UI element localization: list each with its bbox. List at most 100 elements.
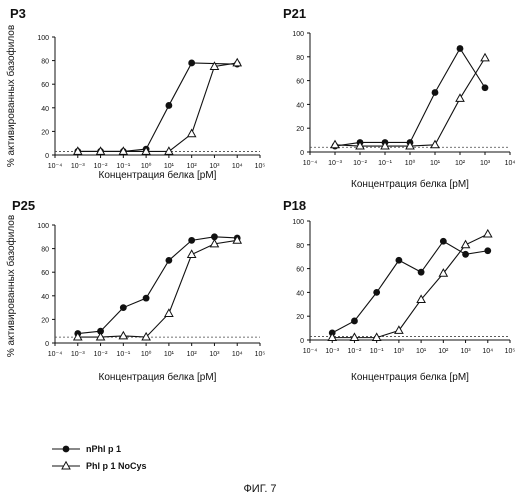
x-tick-label: 10⁴ [482,348,493,355]
y-tick-label: 100 [292,31,304,38]
y-tick-label: 40 [41,106,49,113]
x-tick-label: 10⁵ [255,163,266,170]
x-axis-label: Концентрация белка [pM] [351,371,469,383]
y-tick-label: 0 [300,338,304,345]
x-tick-label: 10³ [209,351,220,358]
y-tick-label: 60 [296,79,304,86]
data-point-nphl-p1 [188,60,195,67]
y-tick-label: 40 [41,294,49,301]
x-tick-label: 10⁰ [141,162,152,170]
x-tick-label: 10¹ [164,163,175,170]
data-point-phl-p1-nocys [462,241,470,248]
y-tick-label: 40 [296,102,304,109]
y-axis-label: % активированных базофилов [5,215,17,357]
x-tick-label: 10⁵ [255,351,266,358]
series-line-phl-p1-nocys [78,63,237,152]
chart-panel-P18: P1802040608010010⁻⁴10⁻³10⁻²10⁻¹10⁰10¹10²… [283,198,515,383]
x-tick-label: 10⁻⁴ [303,348,318,355]
x-tick-label: 10³ [460,348,471,355]
x-tick-label: 10⁴ [232,163,243,170]
data-point-nphl-p1 [462,251,469,258]
panel-title: P25 [12,198,35,213]
x-tick-label: 10² [455,160,466,167]
data-point-phl-p1-nocys [119,332,127,339]
y-tick-label: 80 [296,55,304,62]
x-tick-label: 10⁰ [405,159,416,167]
data-point-nphl-p1 [373,289,380,296]
x-tick-label: 10¹ [164,351,175,358]
legend: nPhl p 1Phl p 1 NoCys [52,444,147,471]
data-point-nphl-p1 [120,304,127,311]
x-tick-label: 10⁻² [94,163,108,170]
x-tick-label: 10⁻⁴ [48,163,63,170]
x-tick-label: 10⁻⁴ [303,160,318,167]
chart-panel-P25: P2502040608010010⁻⁴10⁻³10⁻²10⁻¹10⁰10¹10²… [12,198,265,383]
y-tick-label: 80 [41,247,49,254]
x-tick-label: 10⁵ [505,348,516,355]
y-tick-label: 0 [45,153,49,160]
x-tick-label: 10⁻³ [328,160,342,167]
x-tick-label: 10⁻² [353,160,367,167]
y-tick-label: 40 [296,290,304,297]
x-tick-label: 10⁴ [232,351,243,358]
x-tick-label: 10³ [480,160,491,167]
x-tick-label: 10⁻¹ [370,348,384,355]
x-tick-label: 10⁻¹ [116,163,130,170]
data-point-phl-p1-nocys [350,333,358,340]
data-point-phl-p1-nocys [188,130,196,137]
legend-marker-circle-icon [63,446,70,453]
x-tick-label: 10⁻³ [325,348,339,355]
series-line-nphl-p1 [78,63,237,152]
x-tick-label: 10⁰ [141,350,152,358]
y-tick-label: 100 [37,223,49,230]
data-point-nphl-p1 [457,45,464,52]
y-tick-label: 20 [296,126,304,133]
data-point-nphl-p1 [143,295,150,302]
data-point-nphl-p1 [188,237,195,244]
figure-caption: ФИГ. 7 [243,483,276,495]
y-tick-label: 60 [296,267,304,274]
series-line-phl-p1-nocys [78,240,237,337]
y-axis-label: % активированных базофилов [5,25,17,167]
x-tick-label: 10⁰ [394,347,405,355]
x-tick-label: 10⁴ [505,160,516,167]
x-tick-label: 10³ [209,163,220,170]
data-point-phl-p1-nocys [188,250,196,257]
x-tick-label: 10² [187,351,198,358]
data-point-nphl-p1 [351,318,358,325]
y-tick-label: 100 [37,35,49,42]
y-tick-label: 20 [41,317,49,324]
data-point-phl-p1-nocys [165,309,173,316]
data-point-nphl-p1 [418,269,425,276]
data-point-phl-p1-nocys [484,230,492,237]
y-tick-label: 20 [41,129,49,136]
data-point-nphl-p1 [395,257,402,264]
data-point-nphl-p1 [484,247,491,254]
y-tick-label: 100 [292,219,304,226]
series-line-nphl-p1 [78,237,237,334]
series-line-phl-p1-nocys [335,58,485,146]
x-axis-label: Концентрация белка [pM] [99,371,217,383]
data-point-nphl-p1 [482,84,489,91]
y-tick-label: 0 [45,341,49,348]
y-tick-label: 60 [41,82,49,89]
x-tick-label: 10⁻¹ [116,351,130,358]
data-point-nphl-p1 [165,102,172,109]
data-point-phl-p1-nocys [165,147,173,154]
panel-title: P3 [10,6,26,21]
y-tick-label: 20 [296,314,304,321]
data-point-nphl-p1 [432,89,439,96]
panel-title: P21 [283,6,306,21]
data-point-phl-p1-nocys [481,54,489,61]
x-axis-label: Концентрация белка [pM] [99,169,217,181]
y-tick-label: 60 [41,270,49,277]
x-tick-label: 10⁻² [348,348,362,355]
x-tick-label: 10¹ [416,348,427,355]
x-tick-label: 10⁻³ [71,351,85,358]
data-point-phl-p1-nocys [431,141,439,148]
x-tick-label: 10⁻⁴ [48,351,63,358]
y-tick-label: 80 [296,243,304,250]
x-tick-label: 10² [438,348,449,355]
legend-marker-triangle-icon [62,462,70,469]
